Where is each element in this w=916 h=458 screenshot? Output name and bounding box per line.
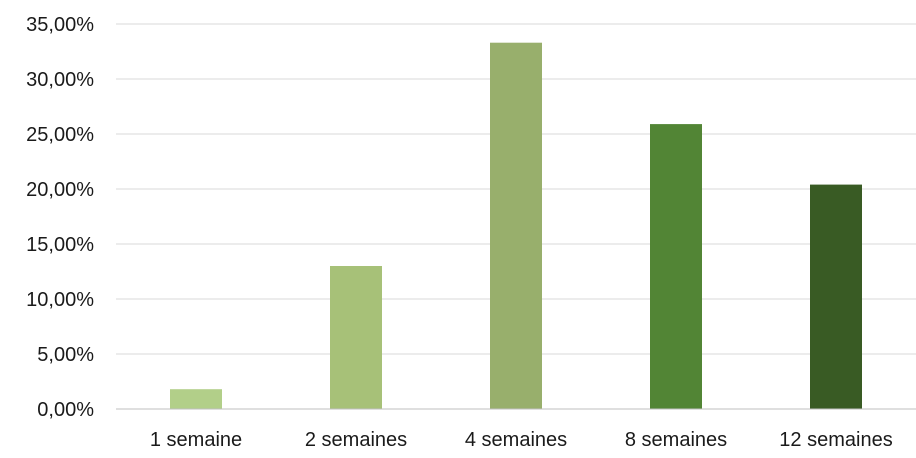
y-tick-label: 10,00% (26, 289, 94, 311)
x-axis-category-labels: 1 semaine 2 semaines 4 semaines 8 semaines 1… (150, 429, 893, 451)
x-tick-label: 2 semaines (305, 429, 407, 451)
y-tick-label: 5,00% (37, 344, 94, 366)
bar (650, 124, 702, 409)
y-tick-label: 35,00% (26, 14, 94, 36)
bar (810, 184, 862, 409)
bars (170, 42, 862, 409)
x-tick-label: 8 semaines (625, 429, 727, 451)
bar (330, 266, 382, 409)
y-tick-label: 15,00% (26, 234, 94, 256)
y-tick-label: 20,00% (26, 179, 94, 201)
y-tick-label: 30,00% (26, 69, 94, 91)
x-tick-label: 4 semaines (465, 429, 567, 451)
y-tick-label: 25,00% (26, 124, 94, 146)
bar (170, 389, 222, 409)
x-tick-label: 12 semaines (779, 429, 892, 451)
y-tick-label: 0,00% (37, 399, 94, 421)
x-tick-label: 1 semaine (150, 429, 242, 451)
bar (490, 42, 542, 409)
y-axis-tick-labels: 0,00% 5,00% 10,00% 15,00% 20,00% 25,00% 30,00%… (26, 14, 94, 421)
